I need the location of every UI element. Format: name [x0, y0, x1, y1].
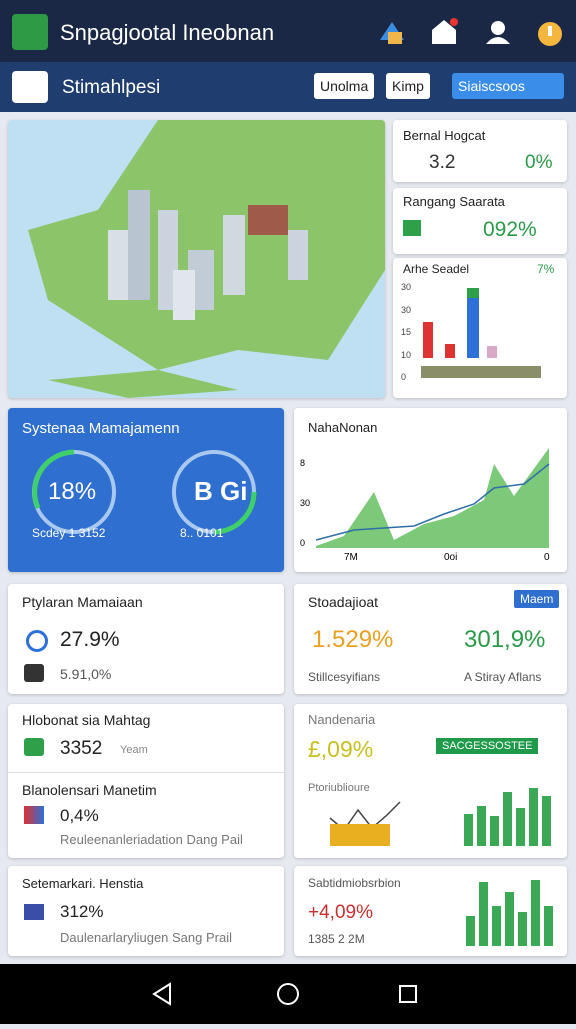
unit: Yeam [120, 744, 148, 756]
card: Nandenaria £,09% SACGESSOSTEE Ptoriublio… [294, 704, 567, 858]
change: 0% [525, 152, 553, 173]
axis-label: 10 [401, 349, 412, 360]
header-icons [380, 18, 562, 46]
badge: SACGESSOSTEE [436, 738, 539, 754]
side-card: Bernal Hogcat 3.2 0% [393, 120, 567, 182]
card: Stoadajioat Maem 1.529% 301,9% Stillcesy… [294, 584, 567, 694]
caption: 1385 2 2M [308, 932, 365, 946]
dropdown[interactable]: Siaiscsoos [452, 73, 564, 99]
search-button[interactable]: Unolma [314, 73, 375, 99]
axis-label: 30 [300, 498, 311, 508]
subtitle: Ptoriublioure [308, 782, 370, 794]
caption: Reuleenanleriadation Dang Pail [60, 832, 243, 847]
axis-label: 0oi [444, 552, 458, 563]
icon [24, 806, 44, 824]
value: 7% [537, 262, 555, 276]
line-card: NahaNonan 8 30 0 7M 0oi 0 [294, 408, 567, 572]
caption: Stillcesyifians [308, 670, 381, 684]
value: 1.529% [312, 626, 394, 653]
caption: Daulenarlaryliugen Sang Prail [60, 930, 232, 945]
filter-button[interactable]: Kimp [386, 73, 430, 99]
nav-icons [152, 982, 417, 1006]
value: 312% [60, 902, 104, 921]
card: Hlobonat sia Mahtag 3352 Yeam Blanolensa… [8, 704, 284, 858]
value: +4,09% [308, 902, 373, 923]
side-card: Rangang Saarata 092% [393, 188, 567, 254]
app-title: Snpagjootal Ineobnan [60, 20, 275, 45]
line-chart [315, 448, 550, 548]
axis-label: 30 [401, 282, 412, 292]
card-title: Hlobonat sia Mahtag [22, 712, 151, 728]
nav-bar [0, 964, 576, 1024]
axis-label: 0 [544, 552, 550, 563]
y-labels: 8 30 0 [300, 458, 314, 548]
icon [24, 904, 44, 920]
value: 092% [483, 218, 537, 241]
value: 301,9% [464, 626, 546, 653]
icon [24, 664, 44, 682]
card-title: Sabtidmiobsrbion [308, 876, 401, 890]
axis-label: 0 [401, 372, 407, 382]
side-chart-card: Arhe Seadel 7% 30 30 15 10 0 [393, 258, 567, 398]
card-title: Bernal Hogcat [403, 128, 486, 143]
value: 0,4% [60, 806, 99, 825]
icon [403, 220, 421, 236]
card-title: Systenaa Mamajamenn [22, 420, 180, 437]
card-title: Rangang Saarata [403, 194, 505, 209]
badge[interactable]: Maem [514, 590, 560, 608]
axis-label: 30 [401, 304, 412, 315]
icon [26, 630, 48, 652]
axis-label: 8 [300, 458, 306, 468]
caption: A Stiray Aflans [464, 670, 542, 684]
card: Sabtidmiobsrbion +4,09% 1385 2 2M [294, 866, 567, 956]
mini-bars [421, 288, 541, 378]
mini-bars [466, 880, 553, 946]
logo [12, 14, 48, 50]
axis-label: 15 [401, 327, 412, 337]
card: Ptylaran Mamaiaan 27.9% 5.91,0% [8, 584, 284, 694]
axis-label: 0 [300, 538, 306, 548]
map-card [8, 120, 385, 398]
recents[interactable] [399, 985, 417, 1003]
axis-label: 7M [344, 552, 358, 563]
mini-bars [329, 788, 551, 846]
card: Setemarkari. Henstia 312% Daulenarlaryli… [8, 866, 284, 956]
subtitle: Blanolensari Manetim [22, 782, 157, 798]
gauge-caption: Scdey 1 3152 [32, 526, 106, 540]
card-title: Setemarkari. Henstia [22, 876, 144, 891]
back[interactable] [152, 982, 171, 1006]
gauge-value: B Gi [194, 476, 248, 506]
divider [8, 772, 284, 773]
value: £,09% [308, 736, 374, 762]
home[interactable] [277, 983, 299, 1005]
gauge-value: 18% [48, 478, 97, 505]
gauges [32, 449, 257, 535]
map [28, 120, 385, 398]
icon [24, 738, 44, 756]
card-title: Ptylaran Mamaiaan [22, 594, 143, 610]
value: 27.9% [60, 628, 120, 651]
header: Snpagjootal Ineobnan [0, 0, 576, 62]
card-title: NahaNonan [308, 420, 378, 435]
card-title: Nandenaria [308, 712, 376, 727]
card-title: Stoadajioat [308, 594, 379, 610]
card-title: Arhe Seadel [403, 262, 470, 276]
toolbar-title: Stimahlpesi [62, 77, 161, 98]
value: 3.2 [429, 152, 456, 173]
gauge-card: Systenaa Mamajamenn 18% Scdey 1 3152 B G… [8, 408, 284, 572]
menu-button[interactable] [12, 71, 48, 103]
value: 5.91,0% [60, 666, 112, 682]
gauge-caption: 8.. 0101 [180, 526, 224, 540]
value: 3352 [60, 738, 103, 759]
axis-labels: 30 30 15 10 0 [401, 282, 421, 382]
